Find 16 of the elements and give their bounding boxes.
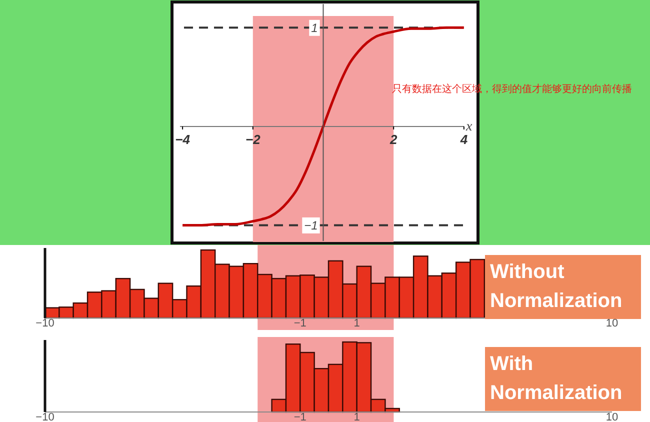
x-tick-label: −10 xyxy=(36,318,54,330)
x-tick-label: 1 xyxy=(354,318,360,330)
x-tick-label: 4 xyxy=(459,132,468,148)
x-tick-label: −4 xyxy=(175,132,191,148)
x-tick-label: −1 xyxy=(294,318,306,330)
annotation: 只有数据在这个区域，得到的值才能够更好的向前传播 xyxy=(392,83,632,95)
x-tick-label: 10 xyxy=(606,412,618,422)
text: Without Normalization xyxy=(490,261,622,312)
x-tick-label: 1 xyxy=(354,412,360,422)
x-tick-label: −1 xyxy=(294,412,306,422)
x-tick-label: 10 xyxy=(606,318,618,330)
x-tick-label: −2 xyxy=(245,132,262,148)
text: With Normalization xyxy=(490,353,622,404)
x-tick-label: −10 xyxy=(36,412,54,422)
x-tick-label: 2 xyxy=(388,132,398,148)
x-axis-title: x xyxy=(465,119,473,134)
